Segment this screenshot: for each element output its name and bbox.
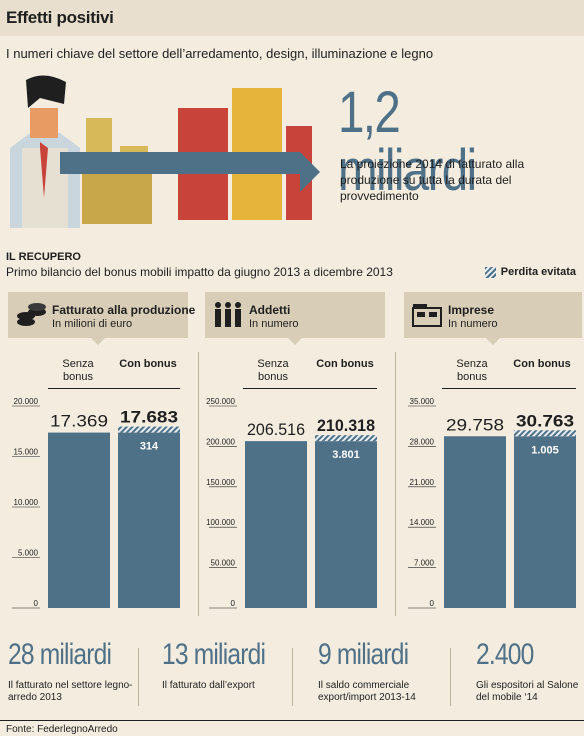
bar-senza-bonus	[48, 432, 110, 608]
panel-unit: In milioni di euro	[52, 318, 133, 330]
title-bar	[0, 0, 584, 36]
y-tick-label: 7.000	[414, 559, 435, 568]
page-title: Effetti positivi	[6, 8, 114, 27]
people-icon	[215, 302, 241, 327]
column-label-con: Con bonus	[119, 358, 177, 370]
y-tick-label: 5.000	[18, 549, 39, 558]
data-label-con: 30.763	[516, 411, 574, 430]
illustration	[10, 75, 320, 228]
panel-header-arrow	[91, 338, 105, 345]
bar-con-bonus	[118, 432, 180, 608]
panel-separator	[198, 352, 199, 616]
highlight-value: 1,2 miliardi	[338, 80, 477, 203]
y-tick-label: 0	[231, 599, 236, 608]
chart-addetti: 0 50.000 100.000 150.000 200.000 250.000 206.5…	[206, 397, 377, 609]
stat-description: Il fatturato dall’export	[162, 680, 255, 691]
y-tick-label: 15.000	[14, 448, 39, 457]
panel-fatturato: Fatturato alla produzione In milioni di …	[0, 292, 198, 622]
stat-description: Il saldo commerciale export/import 2013-…	[318, 680, 416, 703]
panel-header: Fatturato alla produzione In milioni di …	[8, 292, 195, 345]
panel-unit: In numero	[249, 318, 299, 330]
bar-perdita-evitata	[315, 435, 377, 442]
data-label-gain: 3.801	[332, 449, 360, 461]
stat-item: 2.400 Gli espositori al Salone del mobil…	[476, 640, 580, 704]
bar-con-bonus	[514, 436, 576, 608]
stat-item: 13 miliardi Il fatturato dall’export	[162, 640, 312, 692]
column-label-senza: Senza bonus	[62, 358, 94, 383]
stat-description: Gli espositori al Salone del mobile ‘14	[476, 680, 579, 703]
y-tick-label: 0	[34, 599, 39, 608]
chart-imprese: 0 7.000 14.000 21.000 28.000 35.000 29.758 30.7…	[408, 397, 576, 609]
stat-value: 9 miliardi	[318, 638, 409, 671]
panel-separator	[395, 352, 396, 616]
data-label-senza: 17.369	[50, 412, 108, 431]
bar-senza-bonus	[444, 436, 506, 608]
buildings-icon	[412, 304, 442, 327]
y-tick-label: 100.000	[206, 518, 235, 527]
footer-stats: 28 miliardi Il fatturato nel settore leg…	[0, 640, 584, 716]
banner-ribbon	[60, 152, 320, 192]
bar-perdita-evitata	[514, 430, 576, 437]
stat-item: 28 miliardi Il fatturato nel settore leg…	[8, 640, 158, 704]
y-tick-label: 150.000	[206, 478, 235, 487]
stat-description: Il fatturato nel settore legno-arredo 20…	[8, 680, 133, 703]
y-tick-label: 200.000	[206, 437, 235, 446]
stat-separator	[292, 648, 293, 706]
panel-header: Addetti In numero	[205, 292, 385, 345]
bar-senza-bonus	[245, 441, 307, 608]
panel-title: Imprese	[448, 303, 495, 317]
data-label-con: 210.318	[317, 416, 375, 435]
panel-imprese: Imprese In numero Senza bonus Con bonus …	[396, 292, 584, 622]
column-label-con: Con bonus	[513, 358, 571, 370]
page-subtitle: I numeri chiave del settore dell’arredam…	[6, 46, 434, 61]
panel-addetti: Addetti In numero Senza bonus Con bonus …	[199, 292, 395, 622]
legend-label: Perdita evitata	[500, 266, 576, 278]
y-tick-label: 20.000	[14, 397, 39, 406]
column-rule	[442, 388, 576, 389]
y-tick-label: 35.000	[410, 397, 435, 406]
panel-title: Addetti	[249, 303, 291, 317]
y-tick-label: 10.000	[14, 498, 39, 507]
data-label-senza: 206.516	[247, 420, 305, 439]
panel-header: Imprese In numero	[404, 292, 582, 345]
panel-unit: In numero	[448, 318, 498, 330]
y-tick-label: 28.000	[410, 437, 435, 446]
highlight-description: La proiezione 2014 di fatturato alla pro…	[340, 157, 525, 203]
stat-value: 2.400	[476, 638, 534, 671]
section-title: IL RECUPERO	[6, 251, 81, 263]
panel-header-arrow	[486, 338, 500, 345]
column-rule	[48, 388, 180, 389]
source-note: Fonte: FederlegnoArredo	[0, 720, 584, 736]
coins-icon	[17, 303, 46, 326]
stat-separator	[138, 648, 139, 706]
data-label-gain: 1.005	[531, 444, 559, 456]
column-rule	[243, 388, 377, 389]
data-label-con: 17.683	[120, 408, 178, 427]
column-label-con: Con bonus	[316, 358, 374, 370]
stat-value: 28 miliardi	[8, 638, 112, 671]
data-label-gain: 314	[140, 441, 159, 453]
stat-separator	[450, 648, 451, 706]
column-label-senza: Senza bonus	[456, 358, 488, 383]
data-label-senza: 29.758	[446, 415, 504, 434]
stat-value: 13 miliardi	[162, 638, 266, 671]
y-tick-label: 21.000	[410, 478, 435, 487]
chart-fatturato: 0 5.000 10.000 15.000 20.000 17.369 17.683 314	[12, 397, 180, 609]
bar-perdita-evitata	[118, 426, 180, 433]
legend-swatch	[484, 266, 496, 278]
y-tick-label: 0	[430, 599, 435, 608]
column-label-senza: Senza bonus	[257, 358, 289, 383]
panel-title: Fatturato alla produzione	[52, 303, 196, 317]
stat-item: 9 miliardi Il saldo commerciale export/i…	[318, 640, 468, 704]
y-tick-label: 50.000	[211, 559, 236, 568]
panel-header-arrow	[288, 338, 302, 345]
bar-con-bonus	[315, 441, 377, 608]
legend: Perdita evitata	[484, 266, 576, 278]
y-tick-label: 14.000	[410, 518, 435, 527]
section-subtitle: Primo bilancio del bonus mobili impatto …	[6, 265, 393, 279]
y-tick-label: 250.000	[206, 397, 235, 406]
